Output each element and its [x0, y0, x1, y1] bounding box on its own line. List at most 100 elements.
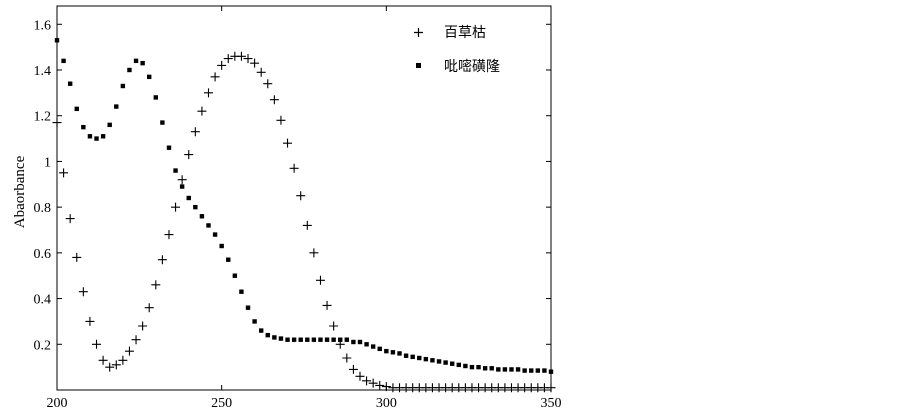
legend-item-series-1: 百草枯 [414, 25, 486, 41]
data-point-square [370, 344, 376, 349]
data-point-plus [276, 115, 286, 125]
data-point-plus [85, 316, 95, 326]
data-point-square [61, 58, 66, 64]
data-point-plus [329, 321, 339, 331]
data-point-square [219, 243, 224, 249]
data-point-plus [296, 191, 306, 201]
data-point-square [166, 145, 172, 150]
data-point-square [239, 289, 244, 294]
data-point-square [120, 83, 126, 89]
data-point-plus [65, 214, 75, 224]
data-point-square [265, 332, 270, 338]
data-point-square [94, 136, 99, 141]
data-point-plus [124, 346, 134, 356]
data-point-square [193, 204, 198, 210]
data-point-plus [375, 380, 385, 390]
series-layer [52, 38, 556, 393]
data-point-square [272, 335, 277, 340]
legend-marker-plus-icon [414, 28, 423, 37]
data-point-square [450, 361, 455, 366]
y-tick-label: 0.6 [34, 247, 52, 262]
series-1 [52, 51, 556, 393]
data-point-square [542, 368, 547, 373]
data-point-square [140, 60, 145, 66]
data-point-square [482, 366, 488, 371]
data-point-plus [546, 383, 556, 393]
legend-label-series-1: 百草枯 [444, 25, 486, 41]
data-point-square [403, 353, 409, 358]
data-point-plus [138, 321, 148, 331]
data-point-square [476, 364, 481, 370]
data-point-square [489, 366, 494, 371]
data-point-square [324, 337, 330, 342]
data-point-plus [348, 364, 358, 374]
y-tick-label: 0.8 [34, 201, 52, 216]
data-point-square [423, 356, 429, 362]
data-point-square [377, 346, 382, 352]
data-point-plus [283, 138, 293, 148]
data-point-square [351, 339, 356, 345]
data-point-square [548, 369, 554, 374]
data-point-plus [250, 58, 260, 68]
data-point-plus [144, 303, 154, 313]
data-point-square [87, 134, 93, 139]
data-point-square [252, 319, 257, 324]
data-point-plus [302, 220, 312, 230]
data-point-square [133, 58, 139, 64]
data-point-square [509, 367, 514, 372]
y-tick-label: 1 [44, 155, 51, 170]
data-point-square [153, 95, 158, 100]
data-point-square [496, 367, 501, 372]
data-point-square [298, 337, 303, 342]
data-point-square [114, 104, 119, 109]
data-point-plus [190, 127, 200, 137]
legend-marker-square-icon [416, 63, 421, 68]
data-point-square [311, 337, 317, 342]
data-point-square [436, 359, 442, 364]
data-point-square [212, 232, 218, 237]
data-point-square [74, 106, 79, 112]
data-point-square [107, 122, 112, 128]
data-point-plus [151, 280, 161, 290]
x-tick-label: 200 [47, 396, 68, 411]
data-point-square [529, 368, 534, 373]
data-point-square [515, 367, 521, 372]
data-point-plus [98, 355, 108, 365]
data-point-square [199, 214, 205, 219]
data-point-square [463, 363, 468, 369]
data-point-plus [203, 88, 213, 98]
x-tick-label: 250 [211, 396, 232, 411]
data-point-square [410, 354, 415, 360]
data-point-square [54, 38, 60, 43]
data-point-plus [111, 360, 121, 370]
data-point-plus [184, 150, 194, 160]
x-tick-label: 300 [376, 396, 397, 411]
data-point-square [173, 168, 178, 173]
data-point-square [443, 360, 448, 365]
data-point-plus [78, 287, 88, 297]
data-point-plus [289, 163, 299, 173]
y-tick-label: 0.4 [34, 293, 52, 308]
data-point-square [390, 350, 396, 355]
data-point-plus [72, 252, 82, 262]
data-point-square [232, 273, 238, 278]
data-point-square [291, 337, 297, 342]
y-axis-title: Abaorbance [12, 155, 28, 228]
data-point-plus [164, 230, 174, 240]
data-point-plus [368, 378, 378, 388]
data-point-square [160, 120, 165, 125]
data-point-plus [362, 376, 372, 386]
data-point-square [344, 337, 350, 342]
data-point-square [67, 81, 73, 86]
data-point-square [81, 124, 86, 130]
data-point-square [258, 328, 264, 333]
data-point-square [305, 337, 310, 342]
data-point-square [318, 337, 323, 342]
series-2 [54, 38, 554, 374]
legend-item-series-2: 吡嘧磺隆 [416, 58, 500, 75]
x-tick-label: 350 [541, 396, 562, 411]
data-point-plus [243, 54, 253, 64]
data-point-square [384, 348, 389, 354]
plot-frame [56, 5, 552, 391]
